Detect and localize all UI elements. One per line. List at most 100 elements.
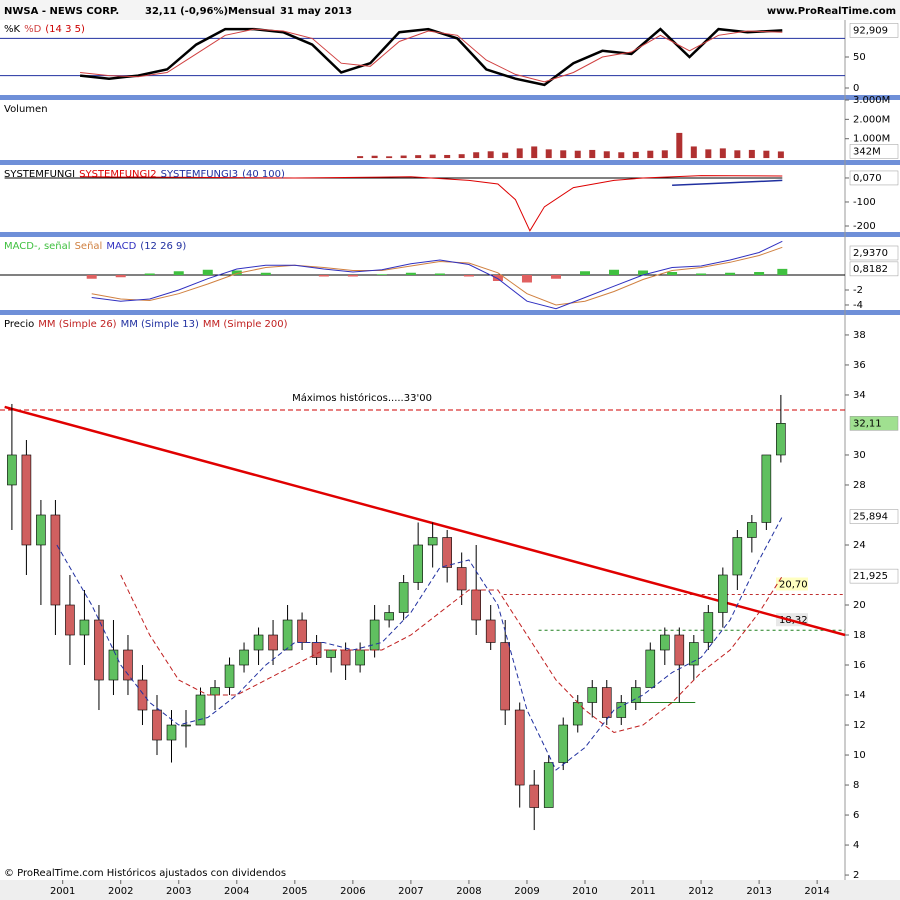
last-value-box bbox=[849, 170, 899, 186]
legend-entry: SYSTEMFUNGI bbox=[4, 169, 75, 180]
series-line bbox=[79, 27, 783, 87]
histogram-bar bbox=[347, 274, 358, 277]
candle-body bbox=[500, 642, 511, 711]
candle-body bbox=[630, 687, 641, 703]
last-value-label: 32,11 bbox=[853, 418, 882, 429]
y-tick-label: -200 bbox=[853, 221, 876, 232]
candle-body bbox=[427, 537, 438, 546]
last-value-box bbox=[849, 568, 899, 584]
y-tick-label: 16 bbox=[853, 660, 866, 671]
volume-bar bbox=[458, 154, 465, 159]
y-tick-label: 34 bbox=[853, 390, 866, 401]
x-tick-label: 2009 bbox=[514, 886, 539, 897]
legend-entry: (40 100) bbox=[242, 169, 285, 180]
x-tick-label: 2008 bbox=[456, 886, 481, 897]
candle-body bbox=[718, 574, 728, 613]
legend-entry: %D bbox=[24, 24, 42, 35]
y-tick-label: 14 bbox=[853, 690, 866, 701]
x-axis-bar bbox=[0, 880, 900, 900]
y-tick-label: 50 bbox=[853, 52, 866, 63]
histogram-bar bbox=[434, 273, 445, 275]
x-tick-label: 2012 bbox=[688, 886, 713, 897]
y-tick-label: 4 bbox=[853, 840, 859, 851]
y-tick-label: 20 bbox=[853, 600, 866, 611]
y-tick-label: 30 bbox=[853, 450, 866, 461]
candle-body bbox=[645, 649, 656, 688]
legend-entry: SYSTEMFUNGI3 bbox=[161, 169, 238, 180]
candle-body bbox=[471, 589, 481, 621]
candle-body bbox=[79, 619, 90, 636]
candle-body bbox=[703, 612, 714, 643]
candle-body bbox=[761, 454, 772, 523]
last-value-box bbox=[849, 416, 899, 431]
y-tick-label: 6 bbox=[853, 810, 859, 821]
separator bbox=[0, 160, 900, 165]
candle-body bbox=[601, 687, 612, 718]
volume-bar bbox=[719, 148, 726, 159]
volume-bar bbox=[487, 151, 494, 159]
last-value-label: 0,8182 bbox=[853, 264, 888, 275]
x-tick-label: 2010 bbox=[572, 886, 597, 897]
series-line bbox=[80, 28, 783, 83]
x-tick-label: 2003 bbox=[166, 886, 191, 897]
y-tick-label: 12 bbox=[853, 720, 866, 731]
quote: 32,11 (-0,96%) bbox=[145, 6, 228, 17]
last-value-label: 21,925 bbox=[853, 571, 888, 582]
legend: %K %D (14 3 5) bbox=[4, 24, 85, 35]
candle-body bbox=[36, 514, 46, 546]
series-line bbox=[91, 240, 783, 310]
last-value-box bbox=[849, 245, 899, 261]
histogram-bar bbox=[86, 274, 97, 279]
legend-entry: MM (Simple 200) bbox=[203, 319, 288, 330]
volume-bar bbox=[705, 149, 712, 159]
histogram-bar bbox=[115, 274, 126, 278]
x-tick-label: 2011 bbox=[630, 886, 655, 897]
candle-body bbox=[50, 514, 61, 606]
candle-body bbox=[674, 634, 685, 666]
candle-body bbox=[253, 634, 264, 651]
legend: MACD-, señal Señal MACD (12 26 9) bbox=[4, 241, 186, 252]
legend-entry: Volumen bbox=[4, 104, 48, 115]
volume-bar bbox=[763, 150, 770, 159]
histogram-bar bbox=[725, 272, 736, 275]
last-value-label: 342M bbox=[853, 146, 881, 157]
last-value-label: 25,894 bbox=[853, 512, 888, 523]
volume-bar bbox=[603, 151, 610, 159]
volume-bar bbox=[734, 150, 741, 159]
legend: Precio MM (Simple 26) MM (Simple 13) MM (Si… bbox=[4, 319, 288, 330]
histogram-bar bbox=[521, 274, 532, 283]
volume-bar bbox=[777, 151, 784, 159]
last-value-box bbox=[849, 23, 899, 38]
legend-entry: MACD bbox=[106, 241, 136, 252]
candle-body bbox=[137, 679, 148, 711]
x-tick-label: 2005 bbox=[282, 886, 307, 897]
candle-body bbox=[210, 687, 220, 696]
volume-bar bbox=[415, 155, 422, 159]
volume-bar bbox=[516, 148, 523, 159]
separator bbox=[0, 232, 900, 237]
candle-body bbox=[689, 642, 699, 666]
histogram-bar bbox=[492, 274, 503, 281]
candle-body bbox=[456, 567, 467, 591]
histogram-bar bbox=[376, 274, 387, 275]
candle-body bbox=[514, 709, 525, 786]
series-line bbox=[80, 175, 783, 232]
y-tick-label: -100 bbox=[853, 197, 876, 208]
histogram-bar bbox=[696, 273, 707, 275]
legend-entry: SYSTEMFUNGI2 bbox=[79, 169, 156, 180]
volume-bar bbox=[647, 150, 654, 159]
candle-body bbox=[616, 702, 627, 718]
candle-body bbox=[326, 649, 336, 658]
candle-body bbox=[747, 522, 757, 538]
legend-entry: (14 3 5) bbox=[45, 24, 85, 35]
volume-bar bbox=[531, 146, 538, 159]
separator bbox=[0, 95, 900, 100]
last-value-label: 2,9370 bbox=[853, 248, 888, 259]
candle-body bbox=[166, 724, 177, 741]
legend-entry: Señal bbox=[75, 241, 103, 252]
volume-bar bbox=[357, 156, 364, 159]
volume-bar bbox=[618, 152, 625, 159]
y-tick-label: 3.000M bbox=[853, 95, 890, 106]
